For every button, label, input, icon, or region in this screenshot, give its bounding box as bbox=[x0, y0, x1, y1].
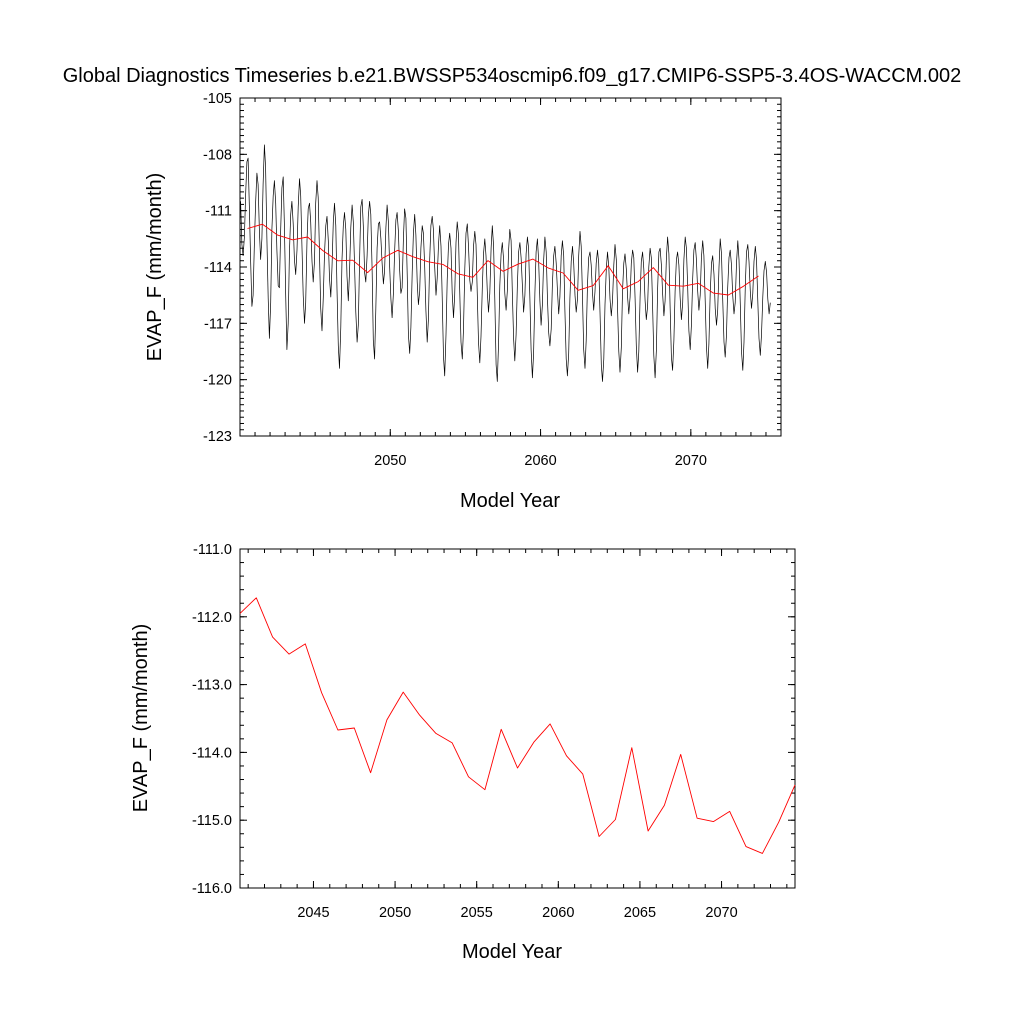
y-tick-label: -114 bbox=[204, 260, 232, 276]
bottom-minor-ticks bbox=[240, 548, 795, 889]
annual-mean-series-line bbox=[247, 223, 759, 296]
bottom-plot-frame bbox=[239, 548, 796, 889]
x-tick-label: 2065 bbox=[624, 905, 656, 921]
top-minor-ticks bbox=[239, 97, 782, 437]
top-series-layer bbox=[240, 144, 771, 382]
y-tick-label: -111.0 bbox=[193, 542, 232, 558]
y-tick-label: -105 bbox=[203, 91, 232, 107]
x-tick-label: 2060 bbox=[524, 453, 556, 469]
bottom-y-axis-label: EVAP_F (mm/month) bbox=[130, 624, 152, 813]
y-tick-label: -113.0 bbox=[192, 678, 232, 694]
x-tick-label: 2050 bbox=[374, 453, 406, 469]
y-tick-label: -114.0 bbox=[192, 745, 232, 761]
y-tick-label: -111 bbox=[205, 204, 232, 220]
bottom-series-layer bbox=[239, 597, 796, 854]
annual-mean-series-line bbox=[239, 597, 796, 854]
top-tick-labels: 2050 2060 2070 -105 -108 -111 -114 -117 -120 -123 bbox=[203, 91, 707, 469]
y-tick-label: -112.0 bbox=[192, 610, 232, 626]
y-tick-label: -123 bbox=[203, 429, 232, 445]
top-y-axis-label: EVAP_F (mm/month) bbox=[144, 173, 166, 362]
top-plot-frame bbox=[239, 97, 782, 437]
bottom-major-ticks bbox=[240, 548, 795, 889]
x-tick-label: 2055 bbox=[461, 905, 493, 921]
x-tick-label: 2045 bbox=[297, 905, 329, 921]
bottom-tick-labels: 2045 2050 2055 2060 2065 2070 -111.0 -112.0 -113… bbox=[192, 542, 738, 921]
monthly-series-line bbox=[240, 144, 771, 382]
y-tick-label: -116.0 bbox=[192, 881, 232, 897]
y-tick-label: -120 bbox=[203, 373, 232, 389]
top-panel: 2050 2060 2070 -105 -108 -111 -114 -117 -120 -123… bbox=[144, 91, 782, 512]
x-tick-label: 2050 bbox=[379, 905, 411, 921]
top-x-axis-label: Model Year bbox=[460, 490, 560, 512]
y-tick-label: -117 bbox=[204, 316, 232, 332]
figure-title: Global Diagnostics Timeseries b.e21.BWSS… bbox=[63, 65, 962, 87]
x-tick-label: 2060 bbox=[542, 905, 574, 921]
bottom-x-axis-label: Model Year bbox=[462, 941, 562, 963]
x-tick-label: 2070 bbox=[705, 905, 737, 921]
top-major-ticks bbox=[240, 97, 781, 437]
y-tick-label: -108 bbox=[203, 147, 232, 163]
y-tick-label: -115.0 bbox=[192, 813, 232, 829]
x-tick-label: 2070 bbox=[675, 453, 707, 469]
bottom-panel: 2045 2050 2055 2060 2065 2070 -111.0 -112.0 -113… bbox=[130, 542, 796, 963]
